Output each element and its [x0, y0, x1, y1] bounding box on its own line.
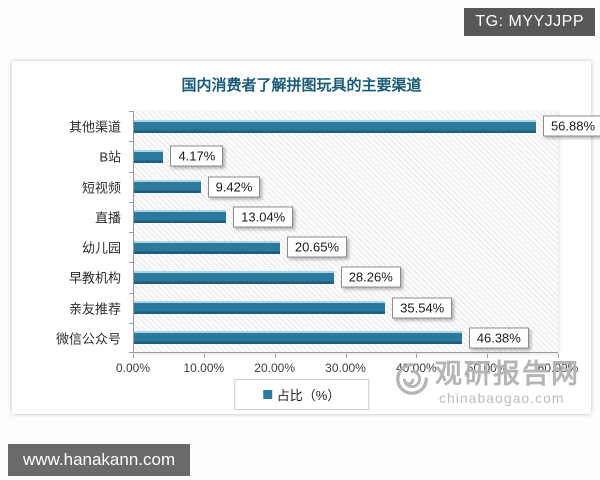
value-label: 9.42% [207, 176, 261, 198]
chart-title: 国内消费者了解拼图玩具的主要渠道 [181, 77, 422, 94]
x-axis-tick-label: 60.00% [537, 361, 579, 375]
y-axis-label: 幼儿园 [81, 240, 121, 256]
legend: 占比（%） [233, 379, 370, 410]
value-label: 13.04% [233, 206, 294, 228]
watermark-name: 观研报告网 [435, 359, 580, 389]
tg-watermark-badge: TG: MYYJJPP [464, 8, 595, 36]
y-axis-tick [129, 232, 134, 233]
y-axis-label: 其他渠道 [68, 119, 121, 135]
bar [134, 301, 386, 315]
y-axis-tick [129, 171, 134, 173]
y-axis-label: 直播 [94, 210, 121, 226]
x-axis-tick-label: 10.00% [183, 361, 225, 375]
x-axis-tick [558, 354, 559, 358]
y-axis-label: B站 [99, 149, 121, 165]
bar [134, 180, 201, 194]
chart-card: 国内消费者了解拼图玩具的主要渠道 其他渠道 B站短视频直播幼儿园早教机构亲友推荐微… [12, 61, 600, 414]
x-axis-tick [274, 354, 276, 358]
y-axis-tick [129, 322, 134, 324]
y-axis-tick [129, 111, 134, 112]
plot-area: 56.88% 4.17% 9.42% 13.04% 20.65% 28.26% 35.54%… [129, 111, 600, 353]
x-axis-tick [487, 354, 489, 358]
watermark: 观研报告网 chinabaogao.com [393, 359, 580, 406]
x-axis-tick [203, 354, 205, 358]
bar [134, 270, 334, 284]
y-axis-tick [129, 201, 134, 203]
bar [134, 331, 462, 345]
legend-label: 占比（%） [276, 388, 341, 403]
watermark-swirl-icon [396, 363, 428, 395]
x-axis-tick-label: 20.00% [254, 361, 296, 375]
y-axis-tick [129, 262, 134, 264]
legend-swatch-icon [262, 390, 272, 399]
watermark-text: 观研报告网 chinabaogao.com [435, 359, 580, 406]
site-url-badge: www.hanakann.com [8, 444, 191, 476]
x-axis-tick [345, 354, 347, 358]
y-axis-label: 短视频 [81, 180, 121, 196]
bar [134, 119, 536, 133]
value-label: 28.26% [340, 266, 401, 288]
value-label: 20.65% [286, 236, 348, 258]
y-axis-tick [129, 292, 134, 294]
x-axis-tick-label: 0.00% [115, 361, 151, 375]
x-axis: 0.00% 10.00% 20.00% 30.00% 40.00% 50.00% 60.00… [116, 354, 578, 380]
y-axis-labels: 其他渠道 B站短视频直播幼儿园早教机构亲友推荐微信公众号 [12, 111, 127, 353]
value-label: 35.54% [392, 297, 453, 319]
x-axis-tick [133, 354, 134, 358]
y-axis-label: 微信公众号 [55, 331, 121, 347]
watermark-domain: chinabaogao.com [439, 389, 565, 406]
bar [134, 240, 280, 254]
x-axis-tick-label: 30.00% [325, 361, 366, 375]
value-label: 4.17% [170, 145, 224, 167]
y-axis-tick [129, 141, 134, 143]
x-axis-tick-label: 50.00% [466, 361, 508, 375]
x-axis-tick [416, 354, 418, 358]
value-label: 46.38% [468, 327, 529, 349]
bar [134, 210, 227, 224]
value-label: 56.88% [542, 115, 600, 137]
y-axis-tick [129, 352, 134, 353]
y-axis-label: 早教机构 [68, 270, 121, 286]
bar [134, 149, 164, 163]
y-axis-label: 亲友推荐 [68, 301, 121, 317]
